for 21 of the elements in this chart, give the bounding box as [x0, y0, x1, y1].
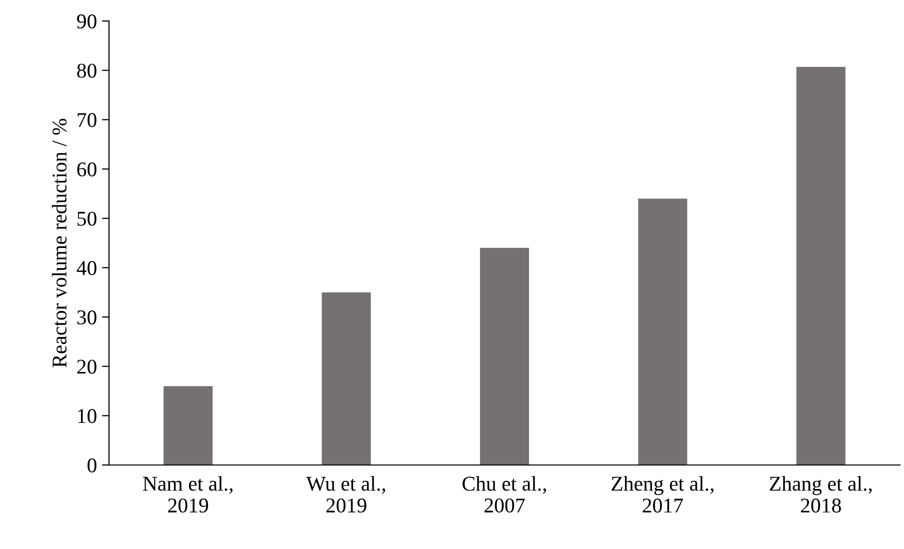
y-axis-title: Reactor volume reduction / % — [52, 118, 67, 368]
y-tick-label: 70 — [78, 113, 96, 128]
y-tick-label: 90 — [77, 14, 96, 28]
bar — [638, 198, 688, 465]
x-tick-label: Chu et al., 2007 — [462, 476, 546, 513]
x-tick-label: Zheng et al., 2017 — [612, 476, 714, 513]
y-tick-label: 0 — [88, 458, 96, 472]
bar — [164, 386, 213, 465]
bar — [322, 292, 371, 465]
y-tick-label: 40 — [76, 261, 96, 276]
y-tick-label: 80 — [77, 64, 96, 78]
x-tick-label: Wu et al., 2019 — [306, 476, 386, 513]
y-tick-label: 60 — [77, 162, 96, 176]
y-tick-label: 30 — [77, 310, 96, 324]
y-tick-label: 10 — [78, 409, 96, 424]
y-tick-label: 50 — [78, 212, 96, 226]
x-tick-label: Nam et al., 2019 — [142, 476, 232, 513]
x-tick-label: Zhang et al., 2018 — [770, 476, 872, 513]
y-tick-label: 20 — [77, 360, 96, 374]
bar — [796, 66, 846, 465]
bar — [480, 248, 530, 465]
